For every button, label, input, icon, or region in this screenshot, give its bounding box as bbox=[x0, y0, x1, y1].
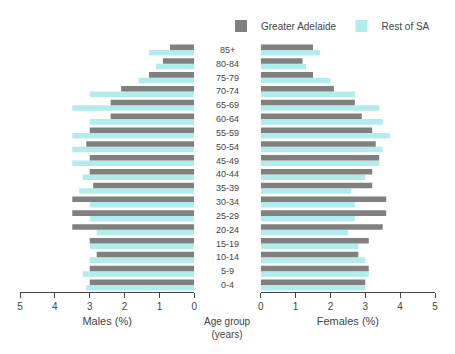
svg-text:10-14: 10-14 bbox=[216, 252, 239, 262]
svg-text:4: 4 bbox=[397, 301, 403, 312]
svg-text:3: 3 bbox=[362, 301, 368, 312]
svg-text:20-24: 20-24 bbox=[216, 225, 239, 235]
svg-text:40-44: 40-44 bbox=[216, 169, 239, 179]
svg-text:1: 1 bbox=[293, 301, 299, 312]
svg-text:4: 4 bbox=[52, 301, 58, 312]
svg-text:2: 2 bbox=[122, 301, 128, 312]
svg-text:5-9: 5-9 bbox=[221, 266, 234, 276]
svg-text:0: 0 bbox=[258, 301, 264, 312]
svg-text:85+: 85+ bbox=[220, 45, 235, 55]
svg-text:30-34: 30-34 bbox=[216, 197, 239, 207]
svg-text:2: 2 bbox=[328, 301, 334, 312]
svg-text:5: 5 bbox=[17, 301, 23, 312]
svg-text:0: 0 bbox=[192, 301, 198, 312]
svg-text:35-39: 35-39 bbox=[216, 183, 239, 193]
svg-text:70-74: 70-74 bbox=[216, 86, 239, 96]
svg-text:60-64: 60-64 bbox=[216, 114, 239, 124]
svg-text:3: 3 bbox=[87, 301, 93, 312]
svg-text:50-54: 50-54 bbox=[216, 142, 239, 152]
svg-text:55-59: 55-59 bbox=[216, 128, 239, 138]
svg-text:45-49: 45-49 bbox=[216, 156, 239, 166]
svg-text:Greater Adelaide: Greater Adelaide bbox=[261, 21, 336, 32]
svg-text:5: 5 bbox=[432, 301, 438, 312]
svg-text:75-79: 75-79 bbox=[216, 73, 239, 83]
svg-text:15-19: 15-19 bbox=[216, 239, 239, 249]
svg-text:Females (%): Females (%) bbox=[317, 315, 379, 327]
svg-text:Rest of SA: Rest of SA bbox=[381, 21, 429, 32]
svg-text:Males (%): Males (%) bbox=[82, 315, 132, 327]
svg-text:25-29: 25-29 bbox=[216, 211, 239, 221]
svg-text:Age group(years): Age group(years) bbox=[204, 316, 251, 340]
svg-text:0-4: 0-4 bbox=[221, 280, 234, 290]
svg-text:80-84: 80-84 bbox=[216, 59, 239, 69]
svg-text:65-69: 65-69 bbox=[216, 100, 239, 110]
svg-text:1: 1 bbox=[157, 301, 163, 312]
